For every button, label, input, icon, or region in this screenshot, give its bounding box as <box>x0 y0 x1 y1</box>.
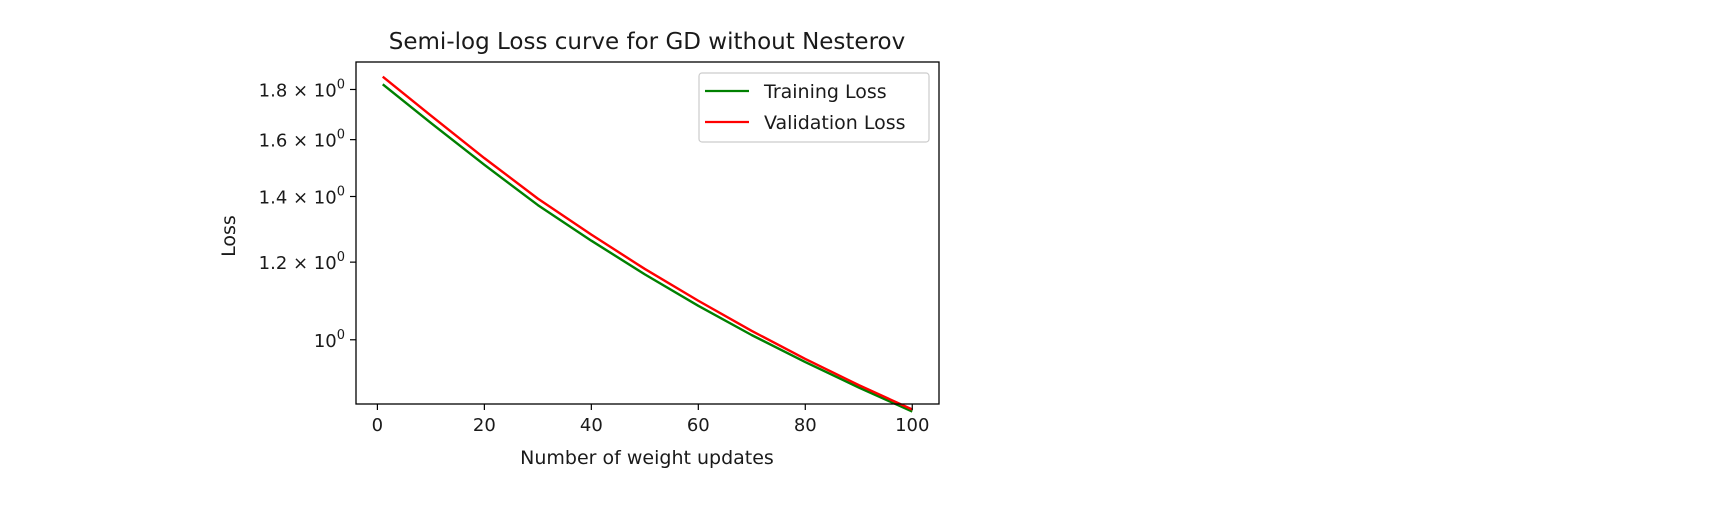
y-tick-label: 1.6 × 100 <box>259 128 345 152</box>
y-tick-label: 1.4 × 100 <box>259 184 345 208</box>
x-tick-label: 20 <box>473 415 496 436</box>
series-line-0 <box>381 83 913 413</box>
legend-label-validation: Validation Loss <box>764 112 906 134</box>
legend-label-training: Training Loss <box>763 81 887 103</box>
chart-title: Semi-log Loss curve for GD without Neste… <box>389 29 905 55</box>
x-tick-label: 60 <box>687 415 710 436</box>
x-tick-label: 80 <box>794 415 817 436</box>
x-axis-ticks: 0 20 40 60 80 100 <box>372 404 929 436</box>
y-axis-label: Loss <box>218 215 240 257</box>
x-tick-label: 0 <box>372 415 383 436</box>
x-axis-label: Number of weight updates <box>520 447 774 469</box>
legend-box <box>698 72 930 143</box>
series-line-1 <box>381 75 913 411</box>
legend: Training Loss Validation Loss <box>698 72 930 143</box>
series-layer <box>381 75 913 413</box>
x-tick-label: 100 <box>895 415 929 436</box>
y-tick-label: 1.2 × 100 <box>259 250 345 274</box>
y-tick-label: 1.8 × 100 <box>259 77 345 101</box>
x-tick-label: 40 <box>580 415 603 436</box>
plot-frame <box>355 61 940 405</box>
